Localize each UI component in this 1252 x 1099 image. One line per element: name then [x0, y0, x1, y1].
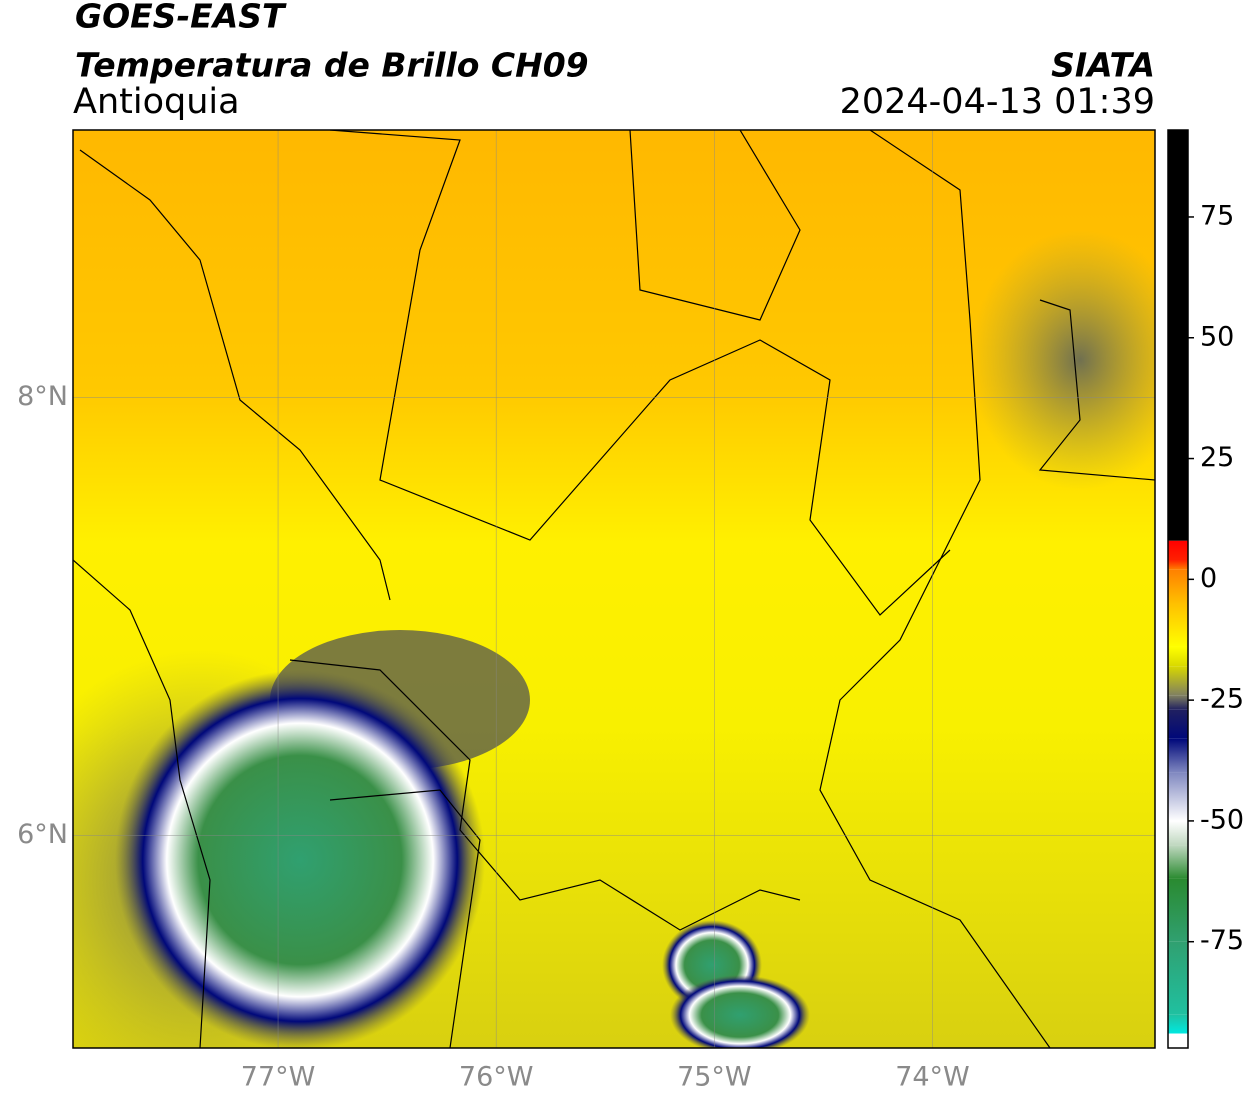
- colorbar-segment: [1168, 820, 1188, 846]
- region: Antioquia: [73, 82, 240, 122]
- colorbar-segment: [1168, 738, 1188, 773]
- colorbar-tick-label: -50: [1200, 804, 1244, 835]
- colorbar-tick-label: 0: [1200, 563, 1217, 594]
- colorbar-segment: [1168, 130, 1188, 541]
- colorbar-segment: [1168, 1014, 1188, 1034]
- colorbar-segment: [1168, 646, 1188, 667]
- x-tick-label: 76°W: [459, 1062, 534, 1093]
- subtitle: Temperatura de Brillo CH09: [75, 46, 589, 85]
- colorbar-segment: [1168, 772, 1188, 821]
- x-tick-label: 77°W: [241, 1062, 316, 1093]
- colorbar-tick-label: 25: [1200, 442, 1234, 473]
- y-tick-label: 6°N: [17, 819, 68, 850]
- colorbar-segment: [1168, 845, 1188, 879]
- map-frame: [72, 129, 1156, 1049]
- colorbar-tick-label: 50: [1200, 321, 1234, 352]
- colorbar-segment: [1168, 878, 1188, 942]
- colorbar-tick-label: 75: [1200, 200, 1234, 231]
- source: SIATA: [1051, 46, 1155, 85]
- colorbar-segment: [1168, 1033, 1188, 1048]
- colorbar-segment: [1168, 603, 1188, 647]
- colorbar-segment: [1168, 709, 1188, 739]
- x-tick-label: 75°W: [677, 1062, 752, 1093]
- colorbar-segment: [1168, 666, 1188, 696]
- colorbar-segment: [1168, 941, 1188, 1015]
- title: GOES-EAST: [75, 0, 287, 36]
- colorbar-tick-label: -75: [1200, 925, 1244, 956]
- colorbar-segment: [1168, 540, 1188, 561]
- colorbar-segment: [1168, 695, 1188, 710]
- colorbar-segment: [1168, 569, 1188, 604]
- x-tick-label: 74°W: [895, 1062, 970, 1093]
- datetime: 2024-04-13 01:39: [840, 82, 1155, 122]
- colorbar-frame: [1167, 129, 1189, 1049]
- colorbar-tick-label: -25: [1200, 684, 1244, 715]
- satellite-image: [73, 130, 1155, 1048]
- y-tick-label: 8°N: [17, 381, 68, 412]
- colorbar-segment: [1168, 560, 1188, 570]
